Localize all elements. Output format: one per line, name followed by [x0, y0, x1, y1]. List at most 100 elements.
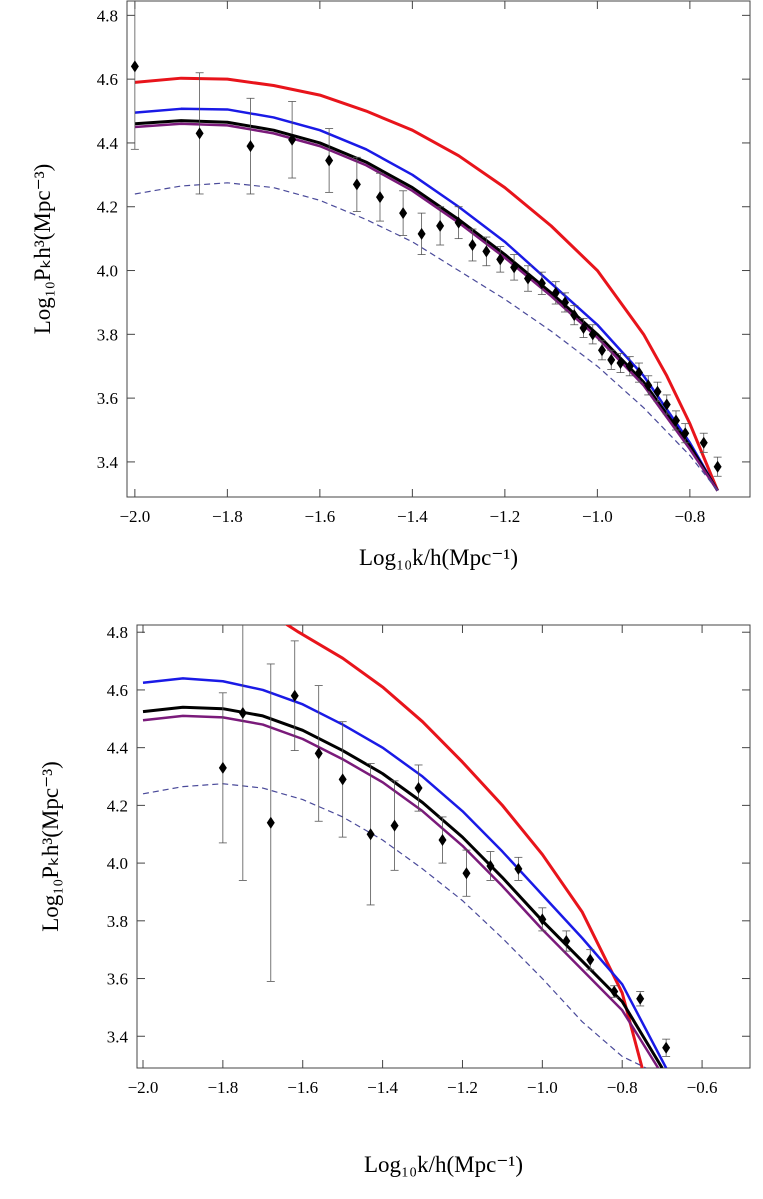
x-tick-label: −0.8 [674, 507, 705, 526]
x-tick-label: −0.6 [687, 1078, 718, 1097]
y-axis-label: Log₁₀Pₖh³(Mpc⁻³) [30, 164, 55, 335]
x-tick-label: −1.0 [582, 507, 613, 526]
data-point [352, 178, 361, 191]
data-point [438, 834, 447, 847]
x-tick-label: −1.4 [397, 507, 428, 526]
data-point [570, 309, 579, 322]
data-point [414, 782, 423, 795]
x-tick-label: −1.2 [489, 507, 520, 526]
data-point [671, 414, 680, 427]
data-point [454, 216, 463, 229]
chart-panel: −2.0 −1.8 −1.6 −1.4 −1.2 −1.0 −0.8 3.4 3.6 3.8 4.0… [30, 0, 751, 570]
data-point [314, 747, 323, 760]
data-point [417, 227, 426, 240]
data-point [290, 689, 299, 702]
x-tick-label: −1.8 [212, 507, 243, 526]
data-point [597, 344, 606, 357]
x-tick-label: −2.0 [128, 1078, 159, 1097]
plot-area [142, 625, 671, 1068]
y-axis-label: Log₁₀Pₖh³(Mpc⁻³) [38, 761, 63, 932]
data-point [562, 935, 571, 948]
line-series [134, 182, 719, 491]
x-tick-label: −1.4 [367, 1078, 398, 1097]
plot-area [130, 1, 722, 492]
y-tick-label: 4.4 [107, 739, 129, 758]
x-axis-label: Log₁₀k/h(Mpc⁻¹) [364, 1152, 523, 1177]
data-point [634, 366, 643, 379]
data-point [496, 253, 505, 266]
data-point [399, 207, 408, 220]
data-point [713, 460, 722, 473]
x-tick-label: −1.0 [527, 1078, 558, 1097]
y-tick-label: 4.6 [97, 70, 118, 89]
y-tick-label: 3.8 [97, 325, 118, 344]
data-point [462, 867, 471, 880]
x-axis-label: Log₁₀k/h(Mpc⁻¹) [359, 545, 518, 570]
plot-frame [136, 624, 751, 1069]
data-point [523, 272, 532, 285]
y-tick-label: 3.4 [107, 1027, 129, 1046]
x-tick-label: −1.6 [304, 507, 335, 526]
line-series [284, 625, 644, 1068]
line-series [142, 714, 660, 1068]
line-series [142, 677, 668, 1068]
line-series [134, 119, 719, 492]
x-tick-label: −1.6 [287, 1078, 318, 1097]
data-point [390, 819, 399, 832]
data-point [699, 436, 708, 449]
y-tick-label: 4.8 [97, 6, 118, 25]
data-point [653, 385, 662, 398]
data-point [681, 427, 690, 440]
x-tick-label: −2.0 [119, 507, 150, 526]
y-tick-label: 4.8 [107, 623, 128, 642]
data-point [486, 859, 495, 872]
data-point [644, 379, 653, 392]
plot-frame [126, 0, 751, 498]
data-point [375, 191, 384, 204]
data-point [625, 360, 634, 373]
data-point [366, 828, 375, 841]
data-point [588, 328, 597, 341]
chart-panel: −2.0 −1.8 −1.6 −1.4 −1.2 −1.0 −0.8 −0.6 3.4 3.6 3.… [38, 623, 751, 1177]
data-point [514, 862, 523, 875]
data-point [560, 296, 569, 309]
y-tick-label: 3.6 [107, 970, 128, 989]
x-tick-label: −1.8 [207, 1078, 238, 1097]
y-tick-label: 4.2 [97, 198, 118, 217]
data-point [436, 219, 445, 232]
data-point [616, 357, 625, 370]
x-tick-label: −1.2 [447, 1078, 478, 1097]
data-point [338, 773, 347, 786]
line-series [142, 705, 664, 1068]
data-point [510, 261, 519, 274]
data-point [538, 913, 547, 926]
y-tick-label: 3.4 [97, 453, 119, 472]
data-point [266, 816, 275, 829]
y-tick-label: 4.6 [107, 681, 128, 700]
y-tick-label: 3.6 [97, 389, 118, 408]
y-tick-label: 4.4 [97, 134, 119, 153]
line-series [134, 122, 719, 492]
line-series [134, 76, 720, 492]
data-point [238, 707, 247, 720]
y-tick-label: 4.0 [107, 854, 128, 873]
data-point [586, 953, 595, 966]
data-point [325, 154, 334, 167]
data-point [468, 239, 477, 252]
data-point [288, 133, 297, 146]
y-tick-label: 4.0 [97, 262, 118, 281]
data-point [482, 245, 491, 258]
data-point [246, 140, 255, 153]
data-point [537, 277, 546, 290]
data-point [195, 127, 204, 140]
data-point [218, 761, 227, 774]
line-series [134, 107, 719, 492]
data-point [636, 992, 645, 1005]
data-point [579, 321, 588, 334]
data-point [607, 353, 616, 366]
data-point [551, 286, 560, 299]
data-point [610, 985, 619, 998]
line-series [142, 783, 647, 1068]
data-point [662, 1041, 671, 1054]
